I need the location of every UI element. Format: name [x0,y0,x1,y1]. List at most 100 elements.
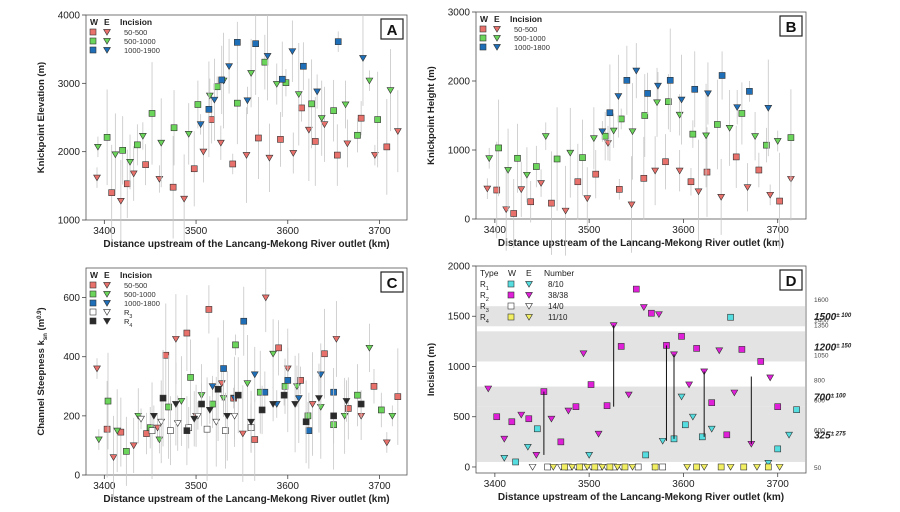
data-point [208,383,217,391]
panel-letter: A [387,22,398,39]
data-point [583,464,592,471]
data-point [693,463,700,471]
data-point [129,170,138,178]
x-tick-label: 3500 [578,225,601,236]
data-point [345,405,352,412]
data-point [184,131,193,138]
data-point [302,418,310,426]
data-point [297,377,304,384]
legend-type: R1 [480,280,489,292]
data-point [616,186,623,193]
data-point [592,170,600,178]
legend-marker [89,28,97,36]
data-point [614,93,623,100]
legend-marker [89,317,97,325]
data-point [214,385,222,393]
legend-marker [103,29,111,36]
band-label: 325± 275 [814,430,846,441]
data-point [598,464,607,471]
data-point [541,133,550,140]
data-point [252,40,259,48]
legend-label: 500-1000 [514,34,546,43]
data-point [225,63,233,71]
data-point [388,412,397,420]
data-point [393,128,402,135]
data-point [682,421,689,429]
data-point [703,168,711,176]
data-point [675,167,684,175]
data-point [691,85,699,93]
data-point [177,398,186,405]
incision-band [477,306,805,327]
x-tick-label: 3500 [185,481,208,492]
data-point [743,184,752,192]
data-point [589,135,598,143]
data-point [378,406,385,414]
data-point [123,180,131,188]
x-axis-label: Distance upstream of the Lancang-Mekong … [498,492,784,503]
data-point [714,121,721,128]
data-point [370,382,378,390]
data-point [354,131,361,139]
y-tick-label: 600 [63,293,80,304]
data-point [508,418,516,426]
band-label: 1200± 150 [814,342,852,353]
y-tick-label: 400 [63,352,80,363]
data-point [517,186,526,194]
legend-header: W [480,14,489,24]
legend-header: Incision [510,14,542,24]
data-point [677,96,686,104]
data-point [243,97,252,105]
legend-header: W [90,17,99,27]
data-point [308,401,317,408]
data-point [220,365,227,372]
data-point [278,75,286,83]
data-point [591,463,599,471]
data-point [764,105,773,112]
data-point [547,415,556,423]
legend-marker [89,290,97,298]
y-tick-label: 3000 [58,79,81,90]
legend-marker [507,291,515,299]
data-point [149,412,158,420]
data-point [143,430,150,437]
data-point [269,401,278,408]
y-tick-label: 0 [464,215,470,226]
legend-marker [507,302,515,310]
data-point [108,189,115,196]
y-tick-label: 2000 [448,262,471,273]
y-axis-label: Channel Steepness ksn (m0.9) [36,307,49,435]
y-tick-label: 0 [464,462,470,473]
data-point [753,464,761,471]
data-point [613,464,622,471]
data-point [263,53,272,60]
data-point [359,55,367,62]
data-point [93,365,101,373]
data-point [111,151,120,159]
data-point [208,116,215,123]
data-point [218,76,226,84]
legend-number: 8/10 [548,280,564,289]
data-point [579,154,586,161]
panel-d: 1500± 100 1200± 150 700± 100 325± 275 1600 14… [426,262,852,504]
data-point [258,406,266,414]
data-point [119,147,126,154]
data-point [623,77,631,84]
data-point [170,124,178,132]
data-point [566,149,575,157]
panel-letter-box [380,18,404,40]
data-point [320,121,329,129]
data-point [651,167,660,175]
data-point [774,445,782,453]
data-point [230,412,239,420]
data-point [579,350,588,358]
legend-label: 500-1000 [124,290,156,299]
data-point [726,464,735,471]
data-point [386,87,395,94]
data-point [190,165,198,173]
data-point [165,403,172,411]
band-bound-label: 1050 [814,352,829,359]
x-tick-label: 3700 [767,479,790,490]
data-point [222,427,229,434]
data-point [94,436,103,444]
